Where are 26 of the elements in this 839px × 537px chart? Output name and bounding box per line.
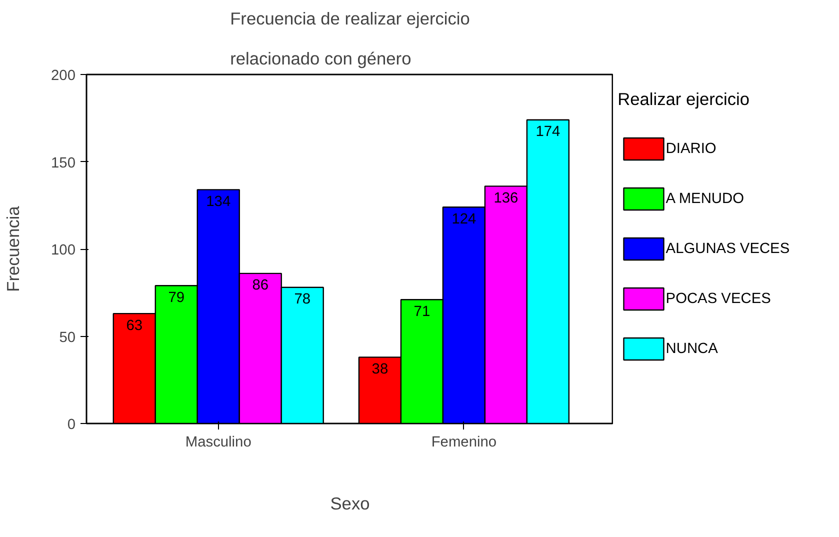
data-label: 78 bbox=[294, 292, 311, 308]
x-tick-label: Femenino bbox=[431, 434, 497, 450]
legend-label: ALGUNAS VECES bbox=[666, 241, 790, 257]
chart-title: Frecuencia de realizar ejercicio relacionado con género bbox=[230, 8, 470, 68]
legend-title: Realizar ejercicio bbox=[618, 89, 750, 109]
y-tick-label: 200 bbox=[51, 68, 76, 84]
x-tick-label: Masculino bbox=[185, 434, 252, 450]
data-label: 86 bbox=[252, 278, 269, 294]
y-tick-label: 0 bbox=[67, 417, 76, 433]
legend-label: A MENUDO bbox=[666, 191, 744, 207]
data-label: 79 bbox=[168, 290, 185, 306]
data-label: 38 bbox=[372, 361, 388, 378]
data-label: 174 bbox=[536, 124, 560, 140]
data-label: 63 bbox=[126, 318, 143, 334]
y-tick-label: 100 bbox=[51, 242, 76, 258]
data-label: 134 bbox=[206, 194, 231, 210]
data-label: 124 bbox=[452, 211, 476, 228]
y-axis-title: Frecuencia bbox=[3, 206, 24, 292]
data-label: 136 bbox=[494, 190, 518, 206]
x-axis-title: Sexo bbox=[330, 494, 370, 514]
legend-label: POCAS VECES bbox=[666, 291, 772, 307]
y-tick-label: 50 bbox=[59, 330, 76, 346]
legend-label: DIARIO bbox=[666, 141, 716, 157]
y-tick-label: 150 bbox=[51, 155, 76, 172]
data-label: 71 bbox=[414, 304, 430, 320]
legend-label: NUNCA bbox=[666, 341, 718, 357]
